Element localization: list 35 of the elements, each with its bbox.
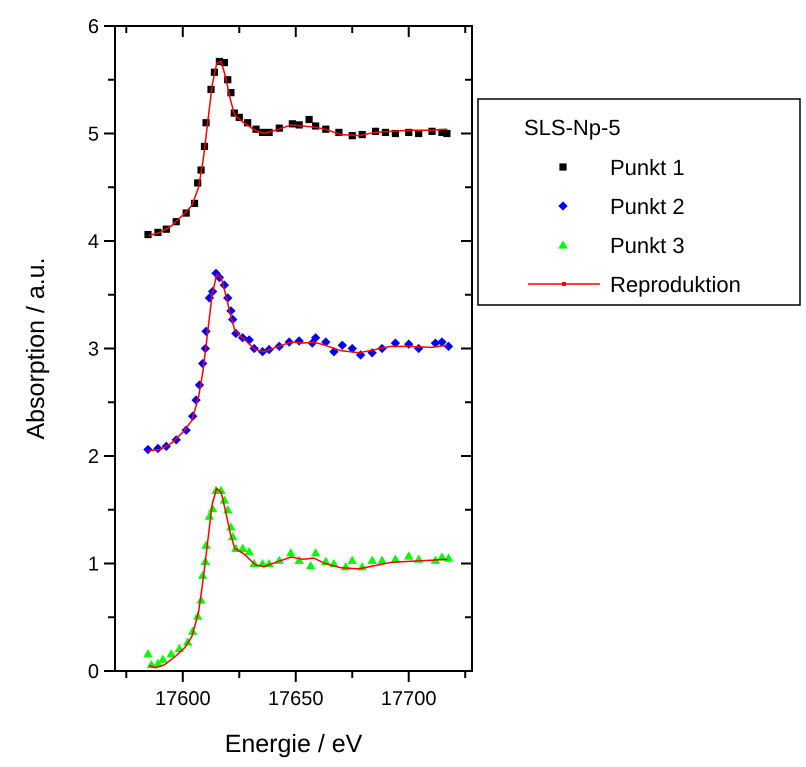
x-tick-label: 17700: [380, 688, 437, 710]
y-tick-label: 6: [88, 16, 99, 38]
legend-label: Punkt 1: [610, 155, 685, 180]
point: [286, 548, 296, 556]
point: [166, 649, 176, 658]
point: [158, 654, 168, 663]
point: [143, 444, 153, 454]
x-tick-label: 17650: [268, 688, 324, 710]
point: [338, 340, 347, 350]
point: [143, 649, 153, 658]
point: [367, 556, 377, 564]
point: [305, 116, 313, 124]
point: [310, 548, 320, 556]
y-axis-title: Absorption / a.u.: [22, 257, 50, 440]
point: [437, 337, 447, 347]
point: [443, 130, 451, 138]
legend-label: Reproduktion: [610, 272, 741, 297]
y-tick-label: 1: [88, 554, 99, 576]
point: [404, 551, 414, 560]
point: [306, 560, 316, 570]
y-tick-label: 3: [88, 338, 99, 360]
x-tick-label: 17600: [154, 688, 211, 710]
point: [348, 556, 357, 564]
x-axis-title: Energie / eV: [224, 730, 363, 758]
legend-label: Punkt 2: [610, 194, 685, 219]
y-tick-label: 5: [88, 124, 99, 146]
legend-label: Punkt 3: [610, 233, 685, 258]
point: [444, 342, 454, 352]
point: [238, 544, 248, 552]
y-tick-label: 4: [88, 231, 99, 253]
point: [310, 333, 320, 342]
point: [244, 546, 254, 556]
y-tick-label: 2: [88, 446, 99, 468]
legend-title: SLS-Np-5: [524, 115, 621, 140]
y-tick-label: 0: [88, 661, 99, 683]
